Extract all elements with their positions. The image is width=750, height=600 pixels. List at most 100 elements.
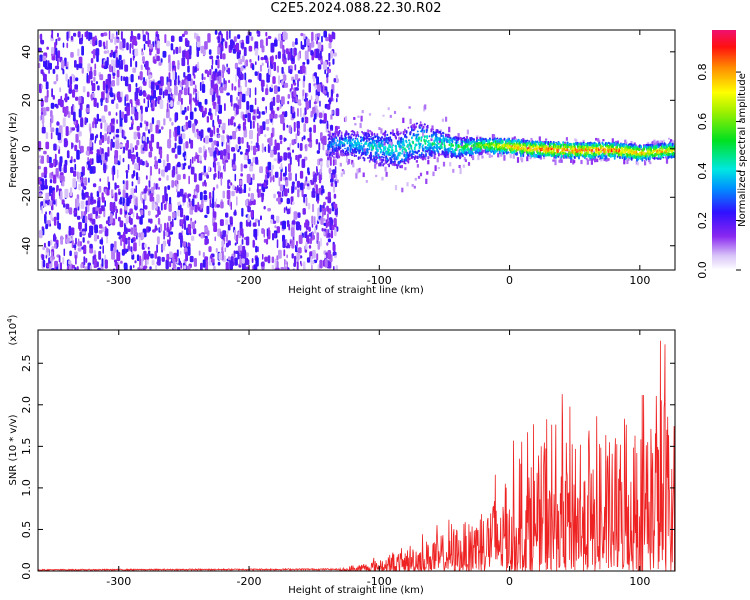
noise-cell [177, 75, 180, 86]
noise-cell [131, 123, 134, 130]
noise-cell [71, 234, 74, 241]
noise-cell [240, 42, 245, 49]
noise-cell [132, 67, 137, 73]
noise-cell [93, 76, 96, 82]
noise-cell [216, 204, 220, 208]
noise-cell [221, 240, 225, 248]
noise-cell [145, 121, 149, 127]
noise-cell [261, 87, 264, 93]
signal-cell [550, 142, 553, 145]
noise-cell [310, 50, 314, 56]
noise-cell [81, 246, 84, 250]
noise-cell [51, 46, 55, 54]
noise-cell [123, 185, 126, 190]
noise-cell [252, 64, 255, 71]
noise-cell [193, 257, 197, 267]
noise-cell [155, 264, 157, 270]
noise-cell [75, 254, 77, 265]
signal-cell [473, 138, 475, 141]
noise-cell [305, 92, 307, 102]
noise-cell [189, 111, 194, 120]
noise-cell [235, 105, 240, 110]
noise-cell [266, 172, 270, 179]
noise-cell [293, 262, 296, 267]
noise-cell [148, 180, 151, 188]
noise-cell [209, 129, 213, 138]
noise-cell [38, 192, 42, 197]
noise-cell [143, 98, 146, 104]
noise-cell [326, 242, 329, 246]
noise-cell [211, 74, 214, 80]
signal-cell [338, 129, 341, 132]
noise-cell [40, 39, 45, 45]
noise-cell [60, 158, 62, 167]
noise-cell [133, 154, 136, 160]
signal-cell [389, 145, 392, 149]
noise-cell [234, 86, 237, 91]
noise-cell [322, 218, 326, 222]
noise-cell [208, 166, 210, 172]
noise-cell [131, 181, 134, 187]
signal-cell [436, 144, 438, 148]
signal-halo-cell [436, 157, 439, 163]
signal-cell [459, 148, 461, 151]
noise-cell [150, 102, 153, 108]
signal-halo-cell [413, 185, 416, 189]
signal-halo-cell [387, 107, 390, 111]
noise-cell [181, 110, 186, 115]
signal-halo-cell [600, 158, 603, 162]
noise-cell [191, 198, 195, 207]
noise-cell [39, 83, 42, 94]
signal-cell [372, 137, 375, 140]
noise-cell [260, 215, 262, 221]
noise-cell [293, 211, 298, 220]
signal-cell [425, 153, 427, 157]
noise-cell [137, 132, 141, 140]
signal-cell [351, 133, 353, 136]
noise-cell [306, 183, 310, 187]
signal-halo-cell [333, 157, 336, 160]
signal-cell [477, 147, 480, 150]
noise-cell [242, 114, 245, 121]
signal-cell [362, 144, 365, 148]
noise-cell [261, 193, 264, 203]
noise-cell [222, 53, 226, 60]
noise-cell [255, 148, 258, 152]
noise-cell [144, 205, 148, 210]
noise-cell [335, 108, 340, 117]
noise-cell [72, 178, 77, 188]
noise-cell [143, 188, 147, 194]
noise-cell [85, 150, 90, 156]
noise-cell [241, 207, 244, 217]
noise-cell [53, 143, 57, 151]
noise-cell [140, 209, 144, 216]
noise-cell [321, 44, 324, 52]
noise-cell [151, 201, 155, 211]
signal-cell [549, 145, 552, 148]
noise-cell [230, 39, 234, 49]
noise-cell [238, 187, 243, 194]
noise-cell [88, 32, 93, 40]
noise-cell [98, 185, 102, 193]
noise-cell [109, 64, 113, 73]
noise-cell [326, 213, 329, 222]
signal-cell [393, 132, 396, 136]
signal-cell [374, 135, 377, 138]
noise-cell [269, 113, 273, 121]
signal-halo-cell [437, 167, 440, 170]
noise-cell [118, 96, 122, 103]
noise-cell [213, 157, 218, 162]
signal-cell [405, 158, 407, 162]
signal-cell [535, 147, 538, 151]
signal-halo-cell [406, 182, 409, 187]
noise-cell [199, 82, 202, 91]
signal-halo-cell [664, 156, 667, 159]
noise-cell [100, 122, 103, 129]
signal-halo-cell [575, 139, 578, 146]
noise-cell [40, 178, 45, 182]
noise-cell [116, 128, 120, 134]
noise-cell [325, 196, 329, 200]
noise-cell [313, 101, 317, 105]
signal-cell [395, 149, 398, 153]
noise-cell [276, 142, 280, 151]
